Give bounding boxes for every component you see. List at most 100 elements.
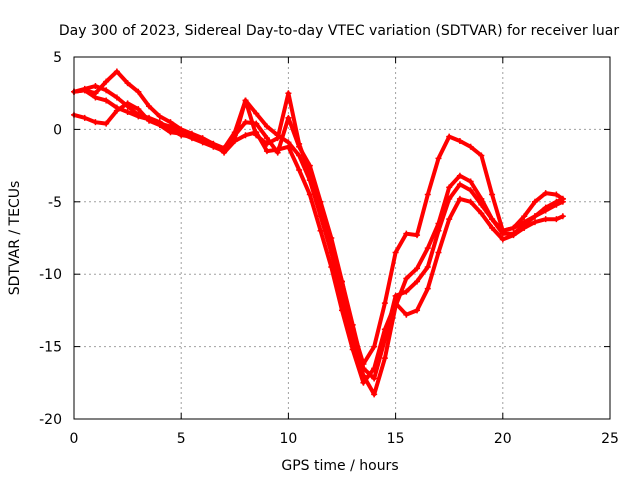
data-point [306,191,313,198]
data-point [242,132,249,139]
data-point [414,265,421,272]
data-point [135,106,142,113]
data-point [542,204,549,211]
y-tick-label: -5 [48,195,62,211]
data-point [349,326,356,333]
data-point [263,148,270,155]
data-point [435,249,442,256]
data-point [381,300,388,307]
data-point [424,263,431,270]
series-day-4 [71,68,566,367]
data-point [371,391,378,398]
series-day-2 [71,82,566,382]
data-point [456,137,463,144]
data-point [381,355,388,362]
data-point [467,178,474,185]
x-tick-label: 25 [601,431,619,447]
data-point [371,375,378,382]
data-point [531,198,538,205]
data-point [124,109,131,116]
data-point [542,216,549,223]
data-point [113,94,120,101]
data-point [285,114,292,121]
data-point [296,152,303,159]
data-point [285,90,292,97]
data-point [403,275,410,282]
data-point [306,162,313,169]
data-point [446,216,453,223]
data-point [113,68,120,75]
series-group [71,68,566,398]
data-point [531,219,538,226]
data-point [392,249,399,256]
data-point [242,97,249,104]
data-point [360,379,367,386]
data-point [124,103,131,110]
y-tick-label: -15 [39,340,62,356]
data-point [339,307,345,314]
x-tick-label: 20 [494,431,512,447]
y-tick-label: -20 [39,412,62,428]
data-point [381,326,388,333]
y-tick-label: -10 [39,267,62,283]
y-axis-label: SDTVAR / TECUs [7,181,23,296]
series-line [72,88,565,385]
data-point [296,166,303,173]
plot-frame [73,56,611,420]
data-point [210,140,217,147]
data-point [446,184,453,191]
x-axis-label: GPS time / hours [281,458,398,474]
data-point [263,123,270,130]
data-point [274,135,281,142]
data-point [371,365,378,372]
data-point [328,235,335,241]
data-point [156,113,163,120]
data-point [392,300,399,307]
data-point [135,113,142,120]
data-point [499,227,506,234]
data-point [553,191,560,198]
data-point [510,232,517,239]
data-point [146,103,153,110]
data-point [285,143,292,150]
data-point [467,187,474,194]
data-point [156,120,163,127]
data-point [92,82,99,89]
data-point [478,201,485,208]
data-point [521,213,528,220]
data-point [328,263,335,270]
data-point [113,104,120,111]
data-point [167,119,174,126]
data-point [317,198,324,205]
data-point [510,224,517,231]
data-point [81,114,88,121]
data-point [103,120,110,127]
data-point [349,346,356,353]
data-point [424,245,431,252]
data-point [435,227,442,234]
data-point [414,307,421,314]
data-point [446,133,453,140]
data-point [553,216,560,223]
data-point [253,120,260,127]
data-point [317,227,324,234]
data-point [489,216,496,223]
data-point [81,87,88,94]
data-point [253,129,260,136]
data-point [92,90,99,97]
data-point [135,88,142,95]
data-point [553,198,560,205]
data-point [456,181,463,188]
x-tick-label: 0 [70,431,79,447]
data-point [521,219,528,226]
data-point [478,152,485,159]
data-point [467,143,474,150]
data-point [103,97,110,104]
data-point [456,195,463,202]
data-point [424,191,431,198]
y-tick-label: 0 [53,122,62,138]
x-tick-label: 15 [387,431,405,447]
x-tick-label: 5 [177,431,186,447]
data-point [103,87,110,94]
